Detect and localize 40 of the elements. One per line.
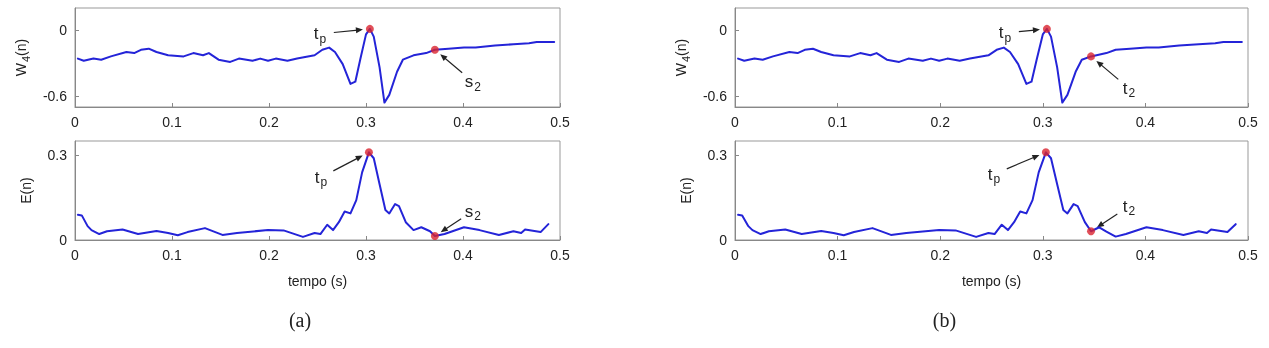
- x-tick-label: 0.2: [259, 114, 279, 130]
- y-tick-label: 0.3: [707, 147, 728, 164]
- y-axis-title: W4(n): [673, 38, 693, 77]
- x-tick-label: 0.4: [453, 247, 473, 263]
- x-tick-label: 0: [71, 114, 80, 130]
- x-tick-label: 0.1: [162, 247, 182, 263]
- text: (b): [932, 309, 957, 332]
- x-tick-label: 0.2: [930, 247, 951, 263]
- x-tick-label: 0: [71, 247, 80, 263]
- y-tick-label: 0: [59, 232, 68, 248]
- text: (a): [288, 309, 312, 332]
- x-axis-title: tempo (s): [961, 273, 1022, 289]
- x-tick-label: 0.5: [550, 114, 570, 130]
- y-tick-label: 0.3: [47, 147, 68, 164]
- y-tick-label: 0: [59, 22, 68, 38]
- x-tick-label: 0: [731, 114, 740, 130]
- x-tick-label: 0.5: [1238, 247, 1258, 263]
- y-axis-title: E(n): [18, 177, 34, 204]
- x-axis-title: tempo (s): [287, 273, 348, 289]
- x-tick-label: 0.3: [356, 247, 376, 263]
- x-tick-label: 0.1: [827, 247, 848, 263]
- x-tick-label: 0.3: [356, 114, 376, 130]
- x-tick-label: 0.1: [827, 114, 848, 130]
- x-tick-label: 0.4: [1135, 114, 1156, 130]
- y-tick-label: 0: [719, 232, 728, 248]
- y-tick-label: -0.6: [42, 88, 68, 104]
- y-tick-label: 0: [719, 22, 728, 38]
- x-tick-label: 0.4: [1135, 247, 1156, 263]
- x-tick-label: 0.4: [453, 114, 473, 130]
- x-tick-label: 0.1: [162, 114, 182, 130]
- y-tick-label: -0.6: [702, 88, 728, 104]
- x-tick-label: 0.3: [1033, 114, 1053, 130]
- x-tick-label: 0: [731, 247, 740, 263]
- x-tick-label: 0.5: [550, 247, 570, 263]
- x-tick-label: 0.5: [1238, 114, 1258, 130]
- y-axis-title: E(n): [678, 177, 694, 204]
- y-axis-title: W4(n): [13, 38, 33, 77]
- x-tick-label: 0.3: [1033, 247, 1053, 263]
- x-tick-label: 0.2: [930, 114, 951, 130]
- x-tick-label: 0.2: [259, 247, 279, 263]
